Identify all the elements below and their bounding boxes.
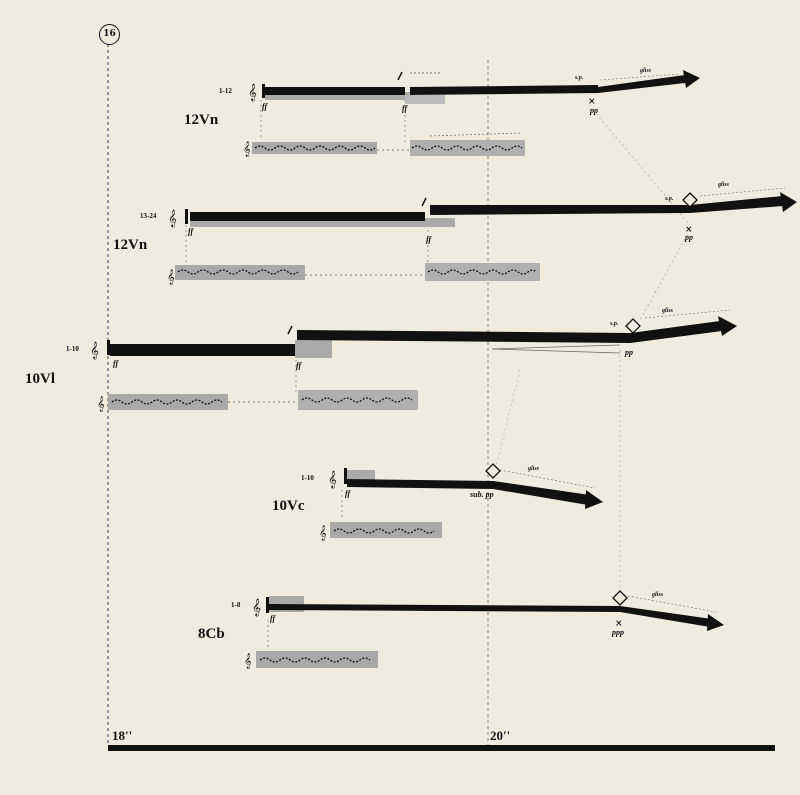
timeline-mid-label: 20'' [490, 728, 511, 743]
svg-text:𝄞: 𝄞 [167, 270, 175, 285]
dyn-start-vl: ff [113, 359, 119, 368]
group-vn1: 𝄞 × 𝄞 [243, 70, 700, 157]
sp-vn2: s.p. [665, 196, 674, 202]
group-vc: 𝄞 𝄞 [319, 463, 603, 541]
timeline-start-label: 18'' [112, 728, 133, 743]
instrument-label-vl: 10Vl [25, 371, 55, 387]
range-vn1: 1-12 [219, 87, 232, 95]
range-cb: 1-8 [231, 601, 241, 609]
svg-text:𝄞: 𝄞 [319, 526, 327, 541]
rehearsal-mark: 16 [99, 24, 120, 45]
group-cb: 𝄞 × 𝄞 [244, 590, 724, 669]
end-dyn-vl: pp [625, 348, 633, 357]
range-vl: 1-10 [66, 345, 79, 353]
sub-dyn-vc: sub. pp [470, 490, 494, 499]
dyn-start-vn1: ff [262, 102, 268, 111]
svg-text:𝄞: 𝄞 [168, 209, 177, 227]
connector-2 [639, 229, 691, 321]
group-vn2: 𝄞 × 𝄞 [167, 187, 797, 285]
instrument-label-cb: 8Cb [198, 626, 225, 642]
group-vl: 𝄞 𝄞 [90, 309, 737, 412]
svg-text:×: × [588, 97, 596, 107]
instrument-label-vn1: 12Vn [184, 112, 219, 128]
gliss-vc: gliss [528, 466, 540, 472]
gliss-vn2: gliss [718, 182, 730, 188]
dyn-start-vn2: ff [188, 227, 194, 236]
dyn-start-vc: ff [345, 489, 351, 498]
gliss-vl: gliss [662, 308, 674, 314]
svg-text:𝄞: 𝄞 [243, 142, 251, 157]
svg-text:𝄞: 𝄞 [90, 341, 99, 359]
svg-text:𝄞: 𝄞 [97, 397, 105, 412]
end-dyn-cb: ppp [612, 628, 624, 637]
instrument-label-vc: 10Vc [272, 498, 305, 514]
instrument-label-vn2: 12Vn [113, 237, 148, 253]
gliss-cb: gliss [652, 592, 664, 598]
dyn-restart-vl: ff [296, 361, 302, 370]
svg-text:𝄞: 𝄞 [248, 83, 257, 101]
range-vc: 1-10 [301, 474, 314, 482]
gliss-vn1: gliss [640, 68, 652, 74]
connector-4 [494, 369, 521, 471]
svg-text:𝄞: 𝄞 [244, 654, 252, 669]
dyn-start-cb: ff [270, 614, 276, 623]
svg-text:𝄞: 𝄞 [328, 470, 337, 488]
range-vn2: 13-24 [140, 212, 157, 220]
svg-text:×: × [685, 225, 693, 235]
sp-vl: s.p. [610, 321, 619, 327]
dyn-restart-vn2: ff [426, 235, 432, 244]
svg-text:×: × [615, 619, 623, 629]
svg-text:𝄞: 𝄞 [252, 598, 261, 616]
end-dyn-vn1: pp [590, 106, 598, 115]
end-dyn-vn2: pp [685, 233, 693, 242]
sp-vn1: s.p. [575, 75, 584, 81]
timeline-bar [108, 745, 775, 751]
dyn-restart-vn1: ff [402, 104, 408, 113]
